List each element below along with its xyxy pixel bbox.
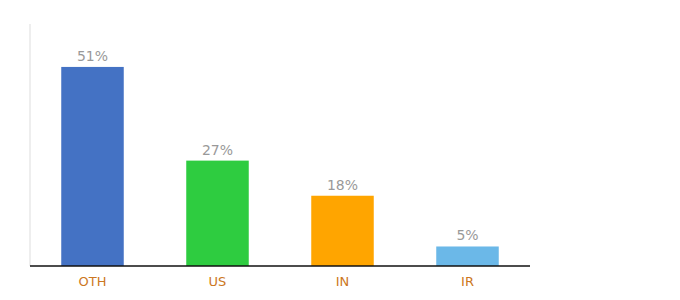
data-label: 5% — [456, 227, 478, 243]
bar — [436, 246, 499, 266]
x-tick-label: IN — [336, 274, 350, 289]
page: {"chart_data": {"type": "bar", "categori… — [0, 0, 680, 300]
x-tick-label: OTH — [79, 274, 107, 289]
y-axis-line — [30, 24, 31, 266]
bar — [61, 67, 124, 266]
x-tick-label: US — [209, 274, 227, 289]
labels: 51% OTH 27% US 18% IN 5% IR — [77, 48, 479, 289]
bar — [311, 196, 374, 266]
bars — [61, 67, 499, 266]
bar — [186, 161, 249, 266]
data-label: 51% — [77, 48, 108, 64]
chart: 51% OTH 27% US 18% IN 5% IR — [0, 0, 680, 300]
x-axis-line — [30, 265, 530, 267]
x-tick-label: IR — [461, 274, 474, 289]
data-label: 18% — [327, 177, 358, 193]
data-label: 27% — [202, 142, 233, 158]
